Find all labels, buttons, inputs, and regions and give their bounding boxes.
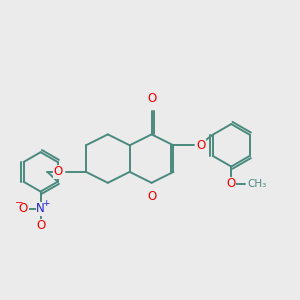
Text: −: − — [15, 198, 24, 208]
Text: O: O — [147, 190, 156, 203]
Text: O: O — [19, 202, 28, 215]
Text: O: O — [54, 165, 63, 178]
Text: O: O — [36, 219, 45, 232]
Text: O: O — [226, 177, 236, 190]
Text: O: O — [196, 139, 206, 152]
Text: CH₃: CH₃ — [247, 179, 266, 189]
Text: N: N — [36, 202, 45, 215]
Text: +: + — [42, 199, 50, 208]
Text: O: O — [147, 92, 156, 105]
